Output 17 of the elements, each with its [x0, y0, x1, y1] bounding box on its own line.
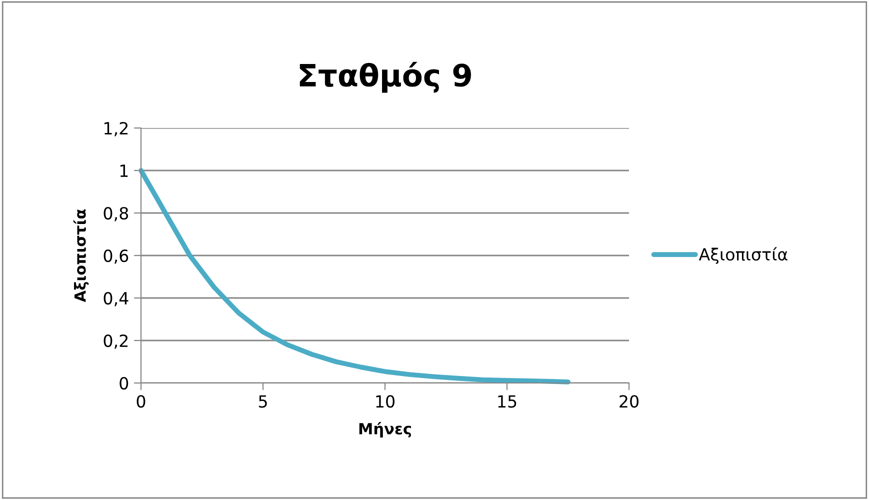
- y-tick-label: 1: [120, 164, 128, 177]
- y-tick-label: 0: [120, 376, 128, 390]
- x-tick-label: 15: [498, 395, 516, 408]
- line-series: [138, 168, 570, 384]
- y-axis-title: Αξιοπιστία: [73, 209, 89, 302]
- x-tick-label: 20: [620, 395, 638, 408]
- legend-label: Αξιοπιστία: [698, 247, 788, 264]
- x-tick-label: 5: [258, 395, 267, 408]
- y-tick-label: 0,4: [104, 292, 128, 306]
- y-tick-label: 0,2: [104, 334, 128, 349]
- y-tick-label: 0,8: [104, 206, 128, 222]
- x-tick-label: 0: [136, 395, 146, 408]
- chart-title: Σταθμός 9: [300, 62, 471, 93]
- x-tick-label: 10: [376, 395, 394, 408]
- y-tick-label: 0,6: [104, 249, 128, 264]
- x-axis-title: Μήνες: [359, 422, 411, 438]
- y-tick-label: 1,2: [104, 122, 128, 136]
